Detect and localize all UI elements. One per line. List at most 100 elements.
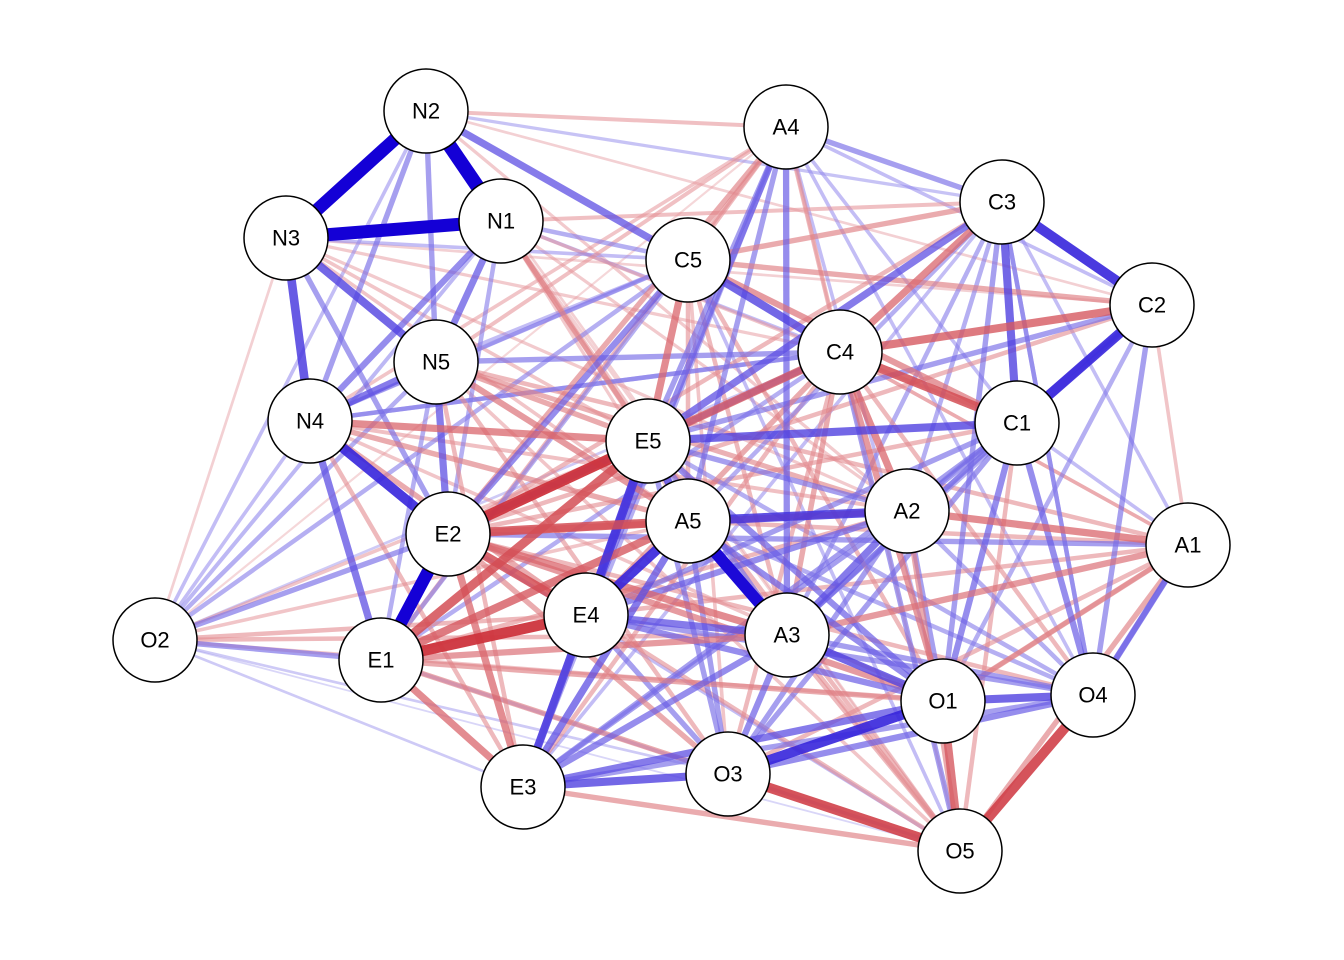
node-circle-N5 (393, 319, 479, 405)
edge-N3-E2 (283, 236, 451, 536)
node-E1: E1 (338, 617, 424, 703)
edge-N3-C4 (285, 236, 841, 354)
node-circle-A5 (645, 478, 731, 564)
edge-N2-C5 (424, 107, 690, 264)
node-circle-N1 (458, 178, 544, 264)
node-O5: O5 (917, 808, 1003, 894)
node-N5: N5 (393, 319, 479, 405)
node-circle-A1 (1145, 502, 1231, 588)
node-circle-E2 (405, 491, 491, 577)
node-A1: A1 (1145, 502, 1231, 588)
edge-A5-N5 (434, 359, 690, 524)
edge-N4-E5 (309, 417, 649, 445)
node-label-N2: N2 (412, 99, 440, 124)
node-label-E4: E4 (573, 603, 600, 628)
edge-A2-N4 (309, 419, 908, 513)
node-circle-C1 (974, 380, 1060, 466)
edge-A3-E3 (521, 632, 789, 790)
node-label-C2: C2 (1138, 293, 1166, 318)
edge-C1-O3 (725, 421, 1020, 776)
node-N3: N3 (243, 195, 329, 281)
edge-O4-O3 (727, 691, 1094, 778)
node-A3: A3 (744, 592, 830, 678)
edge-C2-O4 (1090, 304, 1155, 696)
node-circle-A2 (864, 468, 950, 554)
edge-N1-N4 (307, 218, 504, 424)
edge-N2-A2 (424, 109, 909, 513)
node-C4: C4 (797, 309, 883, 395)
node-circle-A3 (744, 592, 830, 678)
node-O2: O2 (112, 597, 198, 683)
node-C2: C2 (1109, 262, 1195, 348)
edge-O2-N5 (153, 360, 438, 642)
edge-A5-E1 (379, 517, 690, 664)
node-N2: N2 (383, 68, 469, 154)
node-label-E2: E2 (435, 522, 462, 547)
node-label-C5: C5 (674, 248, 702, 273)
edge-C2-O1 (941, 303, 1154, 703)
node-E5: E5 (605, 398, 691, 484)
edge-C3-O1 (940, 201, 1005, 702)
edge-O4-E3 (522, 692, 1094, 790)
node-label-C4: C4 (826, 340, 854, 365)
node-label-N3: N3 (272, 226, 300, 251)
node-label-E5: E5 (635, 429, 662, 454)
edge-C1-O4 (1013, 422, 1097, 696)
edge-N2-N4 (307, 110, 429, 422)
node-circle-O3 (685, 731, 771, 817)
node-circle-C4 (797, 309, 883, 395)
node-circle-O4 (1050, 652, 1136, 738)
edge-O2-N2 (153, 110, 428, 641)
edge-C4-E1 (379, 350, 842, 662)
edge-A4-N4 (309, 125, 787, 423)
edge-C5-E2 (445, 257, 691, 537)
node-N1: N1 (458, 178, 544, 264)
edge-A2-A1 (906, 507, 1189, 549)
edge-E2-O2 (154, 531, 449, 643)
edge-E1-N5 (378, 361, 439, 661)
edge-O2-E3 (154, 638, 524, 789)
node-O1: O1 (900, 658, 986, 744)
edge-E5-E1 (378, 437, 651, 664)
node-circle-E4 (543, 572, 629, 658)
node-C5: C5 (645, 217, 731, 303)
edge-E3-O5 (522, 784, 961, 854)
node-label-N5: N5 (422, 350, 450, 375)
node-circle-O1 (900, 658, 986, 744)
node-O3: O3 (685, 731, 771, 817)
node-circle-E1 (338, 617, 424, 703)
node-circle-N3 (243, 195, 329, 281)
edge-C5-E1 (379, 258, 690, 662)
node-label-O4: O4 (1078, 683, 1107, 708)
node-E3: E3 (480, 744, 566, 830)
edge-N1-A2 (500, 219, 908, 513)
node-label-N1: N1 (487, 209, 515, 234)
node-label-A4: A4 (773, 115, 800, 140)
node-label-A3: A3 (774, 623, 801, 648)
edge-C3-C5 (687, 199, 1003, 263)
node-circle-O2 (112, 597, 198, 683)
edge-C3-E3 (521, 200, 1004, 789)
node-label-C3: C3 (988, 190, 1016, 215)
edge-N2-A4 (425, 109, 787, 129)
node-E2: E2 (405, 491, 491, 577)
node-circle-E3 (480, 744, 566, 830)
edge-E5-A2 (647, 438, 908, 514)
node-A2: A2 (864, 468, 950, 554)
edge-A1-C3 (1000, 201, 1190, 546)
node-circle-C5 (645, 217, 731, 303)
node-label-O1: O1 (928, 689, 957, 714)
node-A5: A5 (645, 478, 731, 564)
node-circle-N2 (383, 68, 469, 154)
node-label-A1: A1 (1175, 533, 1202, 558)
node-label-N4: N4 (296, 409, 324, 434)
node-label-A5: A5 (675, 509, 702, 534)
node-circle-C2 (1109, 262, 1195, 348)
edge-A1-A3 (786, 541, 1189, 639)
edge-N3-O2 (153, 237, 288, 641)
node-circle-A4 (743, 84, 829, 170)
node-circle-N4 (267, 378, 353, 464)
edge-O2-O3 (154, 638, 729, 776)
edge-C1-E5 (647, 418, 1018, 446)
